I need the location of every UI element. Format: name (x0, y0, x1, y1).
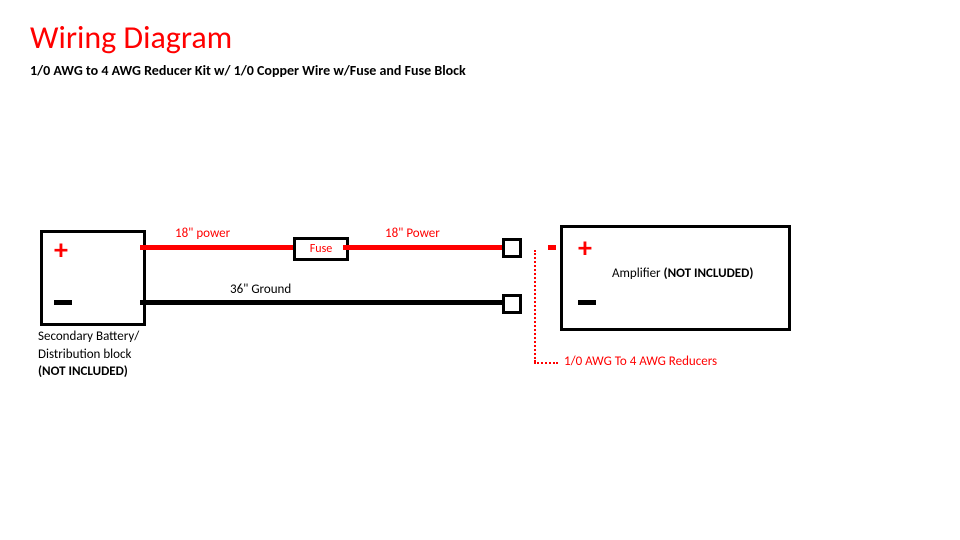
power-left-label: 18" power (175, 226, 230, 241)
amplifier-text: Amplifier (612, 266, 664, 281)
battery-caption-line2: Distribution block (38, 347, 131, 362)
amplifier-plus-icon: + (578, 234, 592, 262)
battery-minus-icon (54, 300, 72, 305)
amp-power-tab (548, 245, 556, 250)
ground-wire (140, 300, 505, 305)
page-subtitle: 1/0 AWG to 4 AWG Reducer Kit w/ 1/0 Copp… (30, 62, 466, 79)
reducer-power (502, 238, 522, 258)
page-title: Wiring Diagram (30, 18, 232, 57)
battery-plus-icon: + (54, 236, 68, 264)
fuse-block: Fuse (293, 237, 349, 261)
battery-caption-line1: Secondary Battery/ (38, 329, 139, 344)
reducer-note: 1/0 AWG To 4 AWG Reducers (564, 354, 717, 369)
amplifier-not-included: (NOT INCLUDED) (664, 266, 754, 281)
reducer-callout-vertical (534, 250, 536, 362)
battery-caption: Secondary Battery/ Distribution block (N… (38, 328, 139, 381)
amplifier-minus-icon (578, 300, 596, 305)
fuse-label: Fuse (310, 242, 332, 256)
reducer-ground (502, 294, 522, 314)
amplifier-label: Amplifier (NOT INCLUDED) (612, 266, 753, 281)
power-wire-left (140, 245, 296, 250)
power-right-label: 18" Power (385, 226, 440, 241)
ground-label: 36" Ground (230, 282, 291, 297)
reducer-callout-horizontal (534, 362, 558, 364)
battery-caption-line3: (NOT INCLUDED) (38, 364, 128, 379)
power-wire-right (343, 245, 505, 250)
